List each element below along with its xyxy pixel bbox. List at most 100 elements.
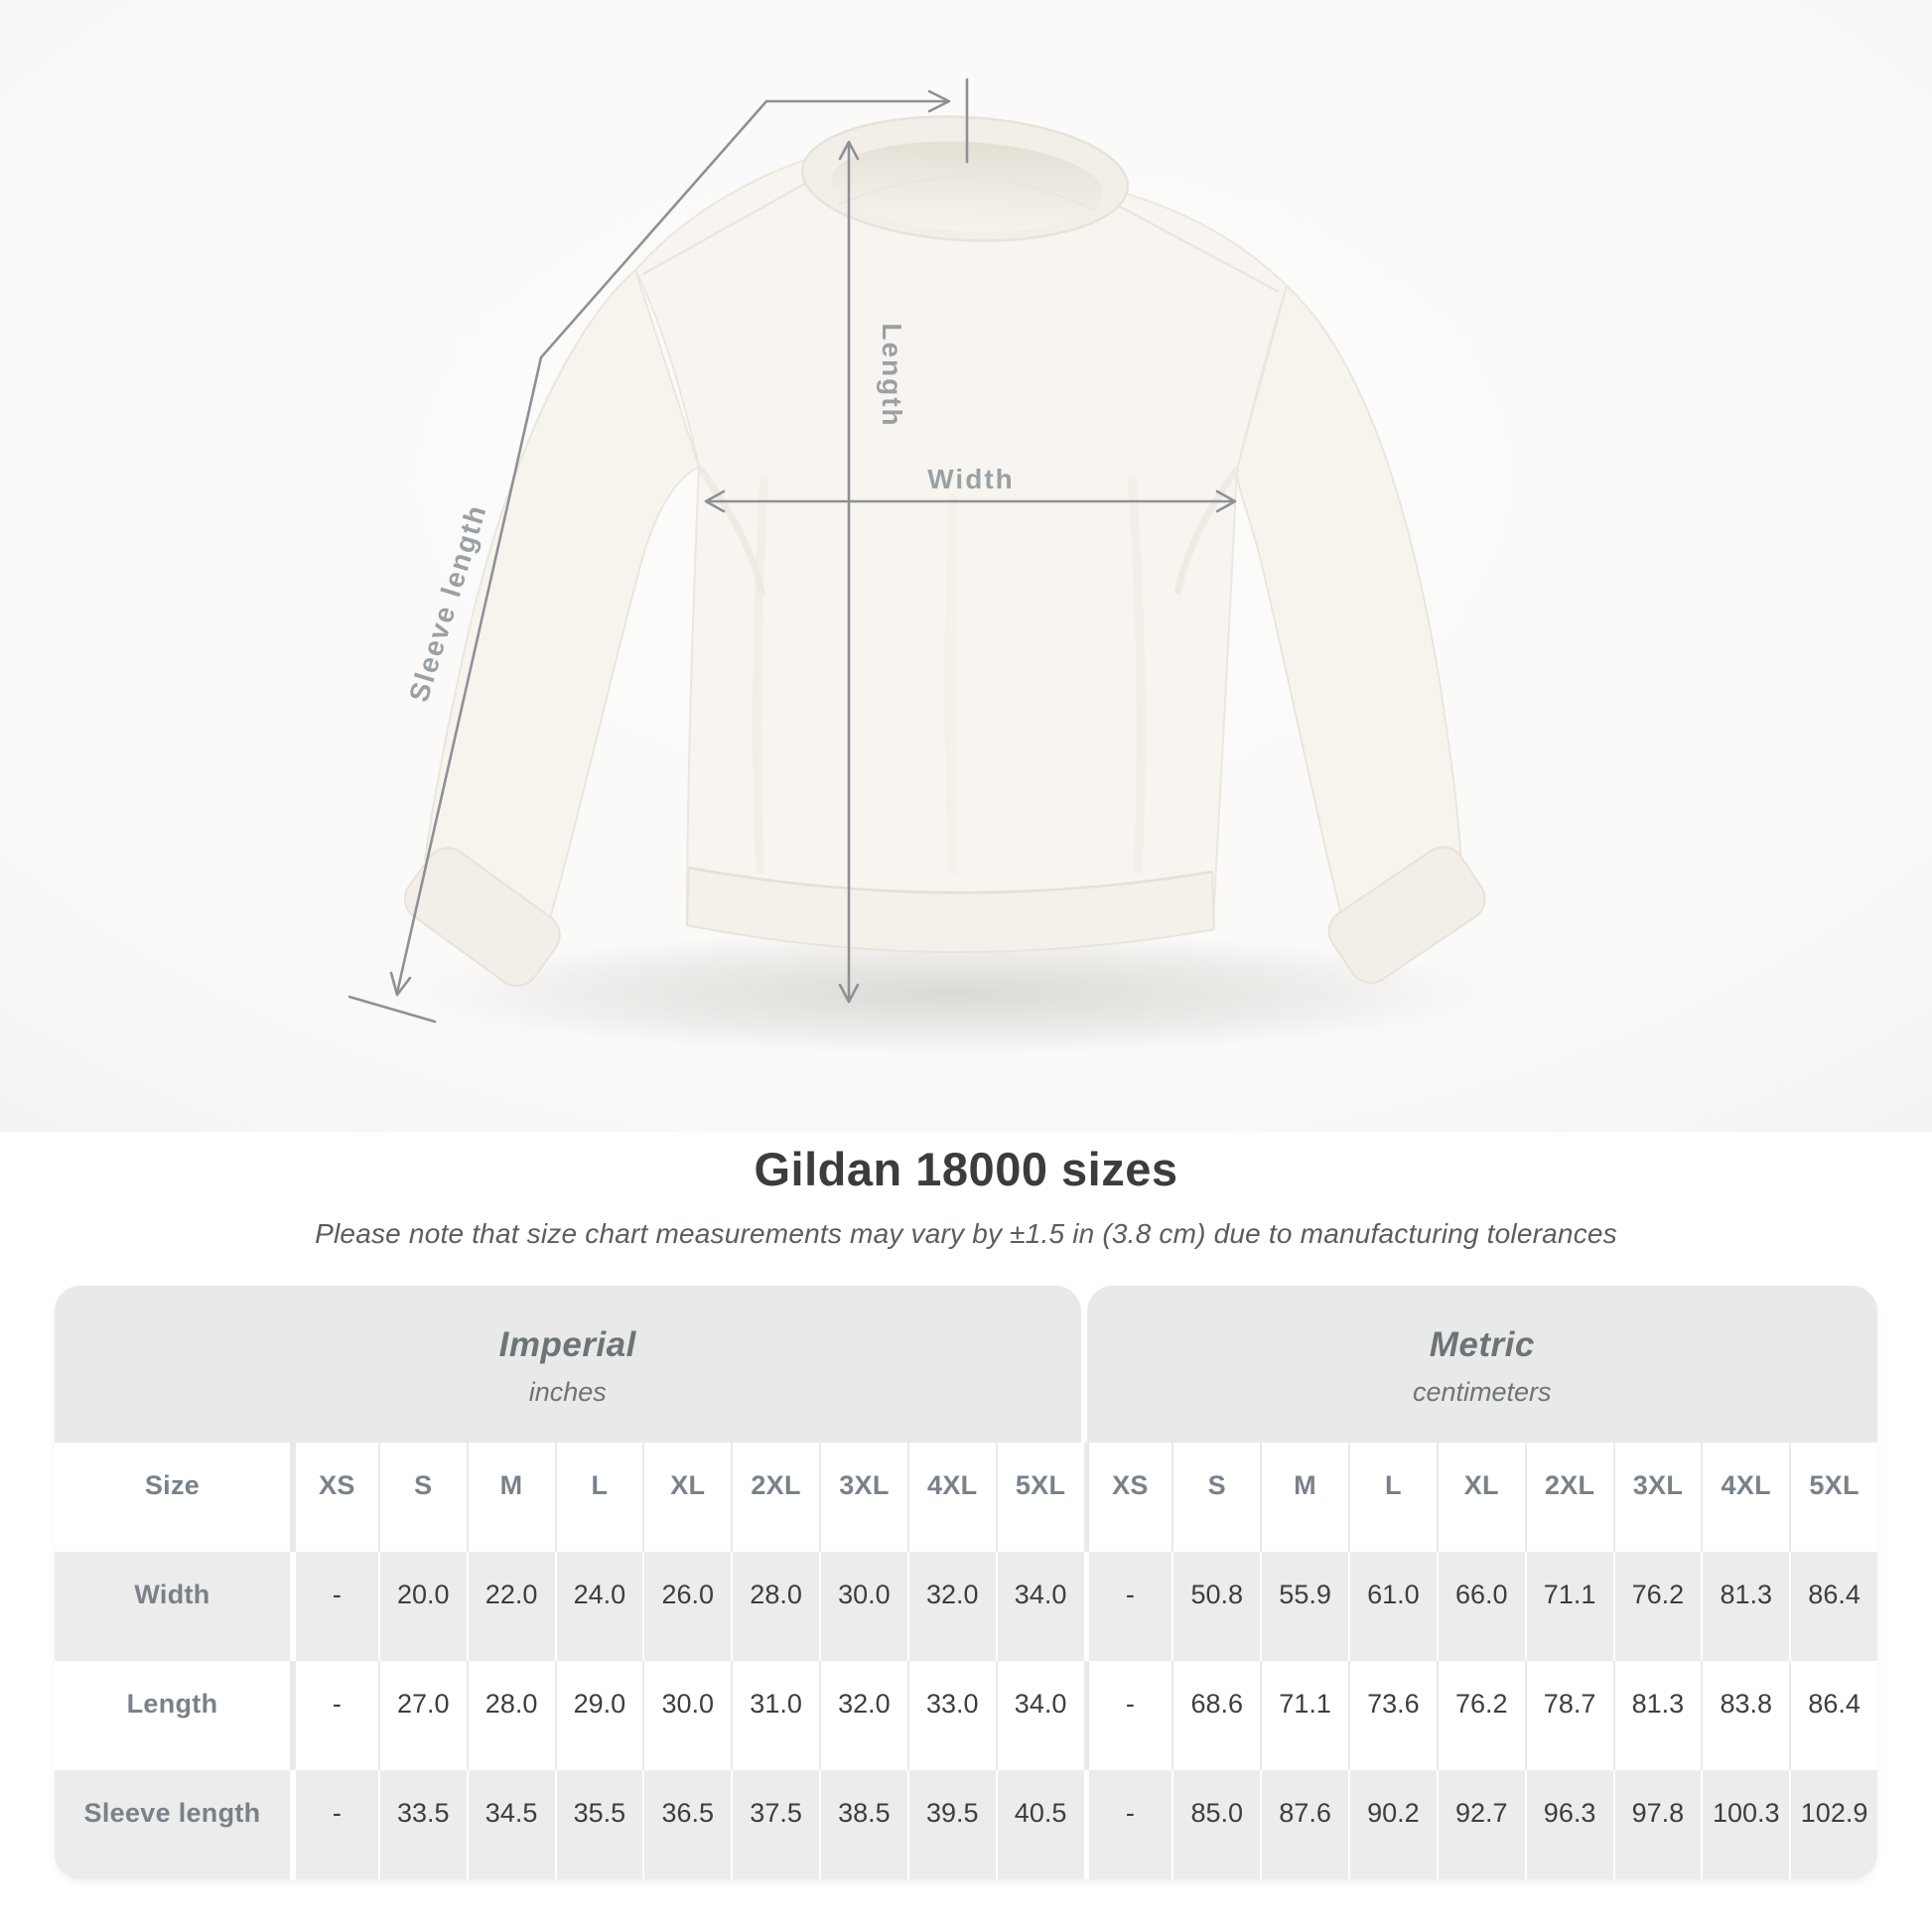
- size-header-cell: L: [554, 1443, 643, 1552]
- size-header-cell: M: [466, 1443, 555, 1552]
- sweatshirt-measurement-diagram: Length Width Sleeve length: [0, 0, 1932, 1132]
- value-cell: 34.0: [995, 1552, 1084, 1661]
- width-right-arrowhead: [1215, 489, 1237, 513]
- size-header-cell: 3XL: [1612, 1443, 1702, 1552]
- value-cell: 28.0: [731, 1552, 819, 1661]
- size-header-cell: 2XL: [731, 1443, 819, 1552]
- value-cell: 39.5: [906, 1770, 996, 1879]
- garment-shadow: [417, 931, 1489, 1054]
- size-header-cell: 2XL: [1524, 1443, 1613, 1552]
- sleeve-length-arrowhead: [389, 971, 412, 997]
- metric-band-unit: centimeters: [1412, 1376, 1552, 1407]
- width-left-arrowhead: [704, 489, 726, 513]
- value-cell: -: [1083, 1661, 1173, 1770]
- value-cell: 76.2: [1436, 1661, 1525, 1770]
- value-cell: 30.0: [642, 1661, 731, 1770]
- value-cell: 68.6: [1172, 1661, 1260, 1770]
- size-header-cell: L: [1348, 1443, 1437, 1552]
- value-cell: 28.0: [466, 1661, 555, 1770]
- value-cell: 90.2: [1348, 1770, 1437, 1879]
- value-cell: 66.0: [1436, 1552, 1525, 1661]
- imperial-band-title: Imperial: [498, 1324, 636, 1364]
- row-label: Length: [126, 1688, 218, 1719]
- value-cell: -: [1083, 1552, 1173, 1661]
- value-cell: 55.9: [1260, 1552, 1348, 1661]
- value-cell: 26.0: [642, 1552, 732, 1661]
- size-header-cell: XL: [1436, 1443, 1525, 1552]
- value-cell: 71.1: [1524, 1552, 1613, 1661]
- value-cell: 30.0: [819, 1552, 907, 1661]
- value-cell: 29.0: [554, 1661, 643, 1770]
- value-cell: 35.5: [554, 1770, 643, 1879]
- value-cell: 34.0: [995, 1661, 1084, 1770]
- value-cell: 33.5: [377, 1770, 467, 1879]
- value-cell: 76.2: [1612, 1552, 1702, 1661]
- value-cell: 102.9: [1789, 1770, 1877, 1879]
- imperial-band: Imperial inches: [55, 1286, 1081, 1443]
- size-header-cell: S: [1172, 1443, 1260, 1552]
- size-header-cell: XS: [1083, 1443, 1173, 1552]
- metric-band-title: Metric: [1429, 1324, 1535, 1364]
- sleeve-length-row: Sleeve length - 33.5 34.5 35.5 36.5 37.5…: [55, 1770, 1877, 1879]
- size-header-row: Size XS S M L XL 2XL 3XL 4XL 5XL XS S M …: [55, 1443, 1877, 1552]
- title-block: Gildan 18000 sizes Please note that size…: [0, 1142, 1932, 1250]
- width-label: Width: [927, 464, 1015, 494]
- value-cell: 37.5: [731, 1770, 819, 1879]
- value-cell: 96.3: [1524, 1770, 1613, 1879]
- size-header-cell: 4XL: [1701, 1443, 1789, 1552]
- size-chart-table: Imperial inches Metric centimeters Size …: [55, 1286, 1877, 1879]
- value-cell: 36.5: [642, 1770, 732, 1879]
- value-cell: 86.4: [1789, 1552, 1877, 1661]
- row-label: Sleeve length: [55, 1770, 290, 1879]
- value-cell: 83.8: [1701, 1661, 1789, 1770]
- length-top-arrowhead: [838, 140, 860, 161]
- imperial-band-unit: inches: [528, 1376, 607, 1407]
- unit-band-row: Imperial inches Metric centimeters: [55, 1286, 1877, 1443]
- value-cell: 85.0: [1172, 1770, 1261, 1879]
- value-cell: 100.3: [1701, 1770, 1790, 1879]
- sleeve-length-line: [395, 99, 768, 995]
- row-label: Width: [55, 1552, 290, 1661]
- value-cell: 50.8: [1172, 1552, 1261, 1661]
- value-cell: 61.0: [1348, 1552, 1437, 1661]
- size-header-cell: 5XL: [1789, 1443, 1877, 1552]
- width-row: Width - 20.0 22.0 24.0 26.0 28.0 30.0 32…: [55, 1552, 1877, 1661]
- value-cell: 32.0: [819, 1661, 907, 1770]
- value-cell: 20.0: [377, 1552, 467, 1661]
- value-cell: 40.5: [995, 1770, 1084, 1879]
- value-cell: -: [290, 1770, 378, 1879]
- sweatshirt: [403, 115, 1486, 988]
- metric-band: Metric centimeters: [1086, 1286, 1877, 1443]
- value-cell: 22.0: [466, 1552, 555, 1661]
- value-cell: 31.0: [731, 1661, 819, 1770]
- size-header-cell: XL: [642, 1443, 731, 1552]
- size-corner-label: Size: [144, 1469, 201, 1500]
- cuff-reference-tick: [347, 995, 437, 1024]
- value-cell: 27.0: [377, 1661, 467, 1770]
- value-cell: 78.7: [1524, 1661, 1613, 1770]
- length-bottom-arrowhead: [838, 983, 860, 1004]
- value-cell: 97.8: [1612, 1770, 1702, 1879]
- size-header-cell: 5XL: [995, 1443, 1084, 1552]
- value-cell: 34.5: [466, 1770, 555, 1879]
- value-cell: 81.3: [1701, 1552, 1790, 1661]
- length-row: Length - 27.0 28.0 29.0 30.0 31.0 32.0 3…: [55, 1661, 1877, 1770]
- size-header-cell: 3XL: [819, 1443, 907, 1552]
- value-cell: -: [290, 1661, 378, 1770]
- value-cell: 86.4: [1789, 1661, 1877, 1770]
- value-cell: 71.1: [1260, 1661, 1348, 1770]
- page-title: Gildan 18000 sizes: [754, 1143, 1178, 1195]
- value-cell: 24.0: [554, 1552, 643, 1661]
- top-right-arrowhead: [927, 89, 951, 113]
- value-cell: 92.7: [1436, 1770, 1525, 1879]
- value-cell: 32.0: [906, 1552, 996, 1661]
- length-label: Length: [877, 323, 907, 427]
- tolerance-note: Please note that size chart measurements…: [315, 1218, 1617, 1249]
- size-header-cell: XS: [290, 1443, 378, 1552]
- size-header-cell: 4XL: [906, 1443, 996, 1552]
- size-header-cell: M: [1260, 1443, 1348, 1552]
- value-cell: 81.3: [1612, 1661, 1702, 1770]
- value-cell: 38.5: [819, 1770, 907, 1879]
- value-cell: 33.0: [906, 1661, 996, 1770]
